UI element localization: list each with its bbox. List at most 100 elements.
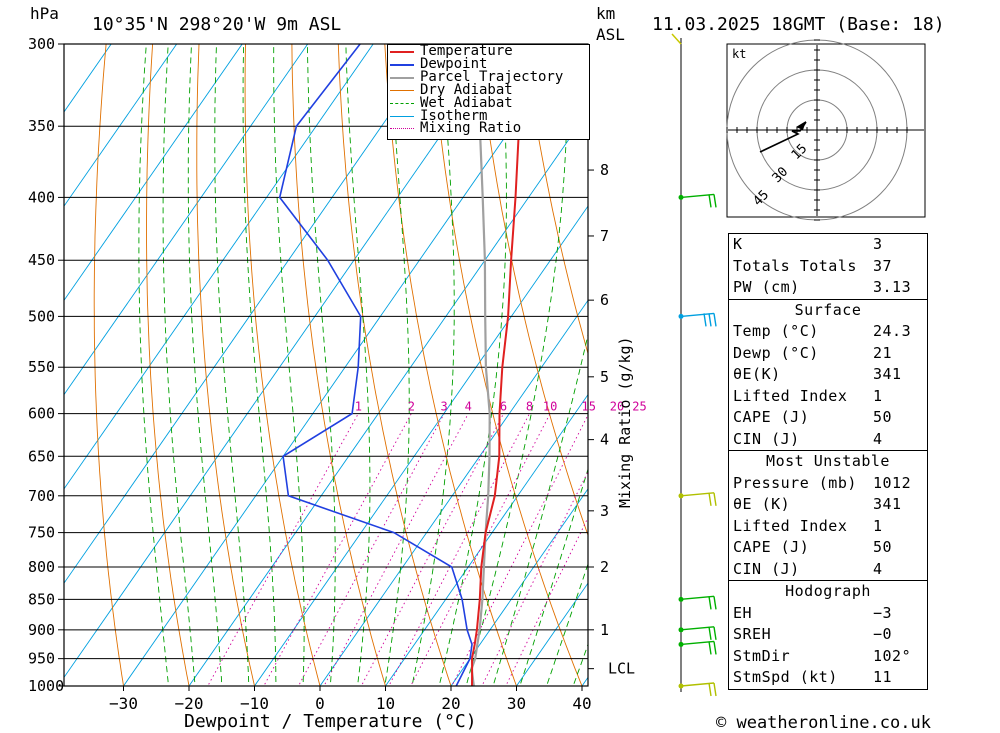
row-value: 37 [873,256,893,275]
row-label: Lifted Index [733,386,848,405]
mixing-ratio-label: 3 [441,400,448,414]
wet-adiabat-line [345,44,371,686]
table-row: Temp (°C) 24.3 [729,321,927,343]
km-tick-label: 8 [600,161,609,179]
table-row: θE(K) 341 [729,364,927,386]
km-tick-label: 2 [600,558,609,576]
isotherm-line [64,44,178,207]
pressure-tick-label: 550 [28,358,55,376]
mixing-ratio-line [388,413,530,686]
km-tick-label: 6 [600,291,609,309]
km-tick-label: 5 [600,368,609,386]
row-value: 3.13 [873,278,912,296]
pressure-tick-label: 350 [28,117,55,135]
row-label: θE(K) [733,365,781,383]
mixing-ratio-line [481,470,588,686]
table-row: PW (cm) 3.13 [729,277,927,299]
table-row: CAPE (J) 50 [729,407,927,429]
row-value: 4 [873,559,883,578]
pressure-tick-label: 950 [28,650,55,668]
km-tick-label: 4 [600,431,609,449]
legend-label: Parcel Trajectory [420,68,564,85]
mixing-ratio-label: 15 [581,400,595,414]
wind-barb [678,312,717,327]
mixing-ratio-line [360,413,504,686]
wet-adiabat-line [138,44,169,686]
datetime-label: 11.03.2025 18GMT (Base: 18) [652,14,945,35]
row-value: −0 [873,625,893,643]
legend-item: Dewpoint [390,55,586,72]
x-tick-label: −20 [175,694,204,713]
pressure-tick-label: 500 [28,307,55,325]
table-row: Totals Totals 37 [729,256,927,278]
x-tick-label: −10 [240,694,269,713]
table-row: CIN (J) 4 [729,429,927,451]
row-value: 11 [873,668,893,686]
surface-header: Surface [729,298,927,322]
pressure-tick-label: 700 [28,487,55,505]
row-value: 1 [873,516,883,535]
wind-barb [678,682,717,697]
row-value: 50 [873,538,893,556]
legend-swatch [390,102,414,104]
legend-item: Dry Adiabat [390,83,586,97]
isotherm-line [188,111,588,686]
most-unstable-header: Most Unstable [729,450,927,473]
row-value: 1012 [873,473,912,492]
isotherm-line [253,205,588,686]
km-label: km [596,4,615,23]
isotherm-line [64,44,309,396]
table-row: Lifted Index 1 [729,516,927,538]
mixing-ratio-label: 25 [632,400,646,414]
hodograph-header: Hodograph [729,580,927,603]
table-row: CAPE (J) 50 [729,537,927,559]
legend-label: Mixing Ratio [420,120,522,137]
dry-adiabat-line [196,44,255,686]
table-row: CIN (J) 4 [729,559,927,581]
km-tick-label: LCL [608,660,635,678]
x-axis-label: Dewpoint / Temperature (°C) [184,711,477,732]
hodograph-unit-label: kt [732,47,746,61]
pressure-tick-label: 600 [28,405,55,423]
row-value: 102° [873,646,912,665]
mixing-ratio-label: 2 [408,400,415,414]
row-value: 21 [873,343,893,362]
mixing-ratio-label: 10 [543,400,557,414]
mixing-ratio-line [297,413,445,686]
wet-adiabat-line [242,44,277,686]
legend-item: Isotherm [390,107,586,124]
mixing-ratio-label: 20 [610,400,624,414]
pressure-tick-label: 800 [28,558,55,576]
hodograph-arrow [796,121,806,130]
isotherm-line [319,299,588,686]
legend-item: Wet Adiabat [390,96,586,110]
wind-barb [671,33,682,45]
location-title: 10°35'N 298°20'W 9m ASL [92,14,341,35]
table-row: EH −3 [729,603,927,625]
indices-table: K 3 Totals Totals 37 PW (cm) 3.13 Surface Tem… [728,233,928,690]
mixing-ratio-label: 8 [526,400,533,414]
dry-adiabat-line [291,44,386,686]
legend-swatch [390,115,414,117]
isotherm-line [64,44,374,490]
legend-swatch [390,76,414,79]
legend-swatch [390,63,414,66]
x-tick-label: −30 [109,694,138,713]
mixing-ratio-line [323,413,469,686]
row-label: StmSpd (kt) [733,668,838,686]
isotherm-line [64,44,243,302]
legend-label: Isotherm [420,107,488,124]
x-tick-label: 20 [441,694,460,713]
mixing-ratio-line [451,413,588,686]
footer-credit: © weatheronline.co.uk [716,713,931,733]
isotherm-line [64,44,112,113]
row-label: CIN (J) [733,429,800,448]
pressure-tick-label: 650 [28,447,55,465]
legend-label: Dewpoint [420,55,488,72]
isotherm-line [515,582,588,686]
pressure-tick-label: 750 [28,524,55,542]
parcel-curve [470,44,491,686]
wet-adiabat-line [384,44,410,686]
